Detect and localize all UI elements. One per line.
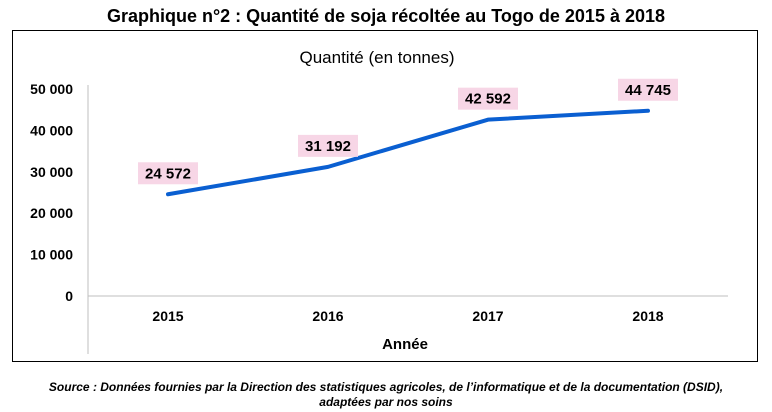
x-tick-label: 2016 xyxy=(312,308,343,324)
source-line-1: Source : Données fournies par la Directi… xyxy=(48,380,724,394)
data-label-text: 24 572 xyxy=(145,165,191,182)
series-line xyxy=(166,108,650,197)
y-tick-label: 0 xyxy=(65,288,73,304)
chart-title: Graphique n°2 : Quantité de soja récolté… xyxy=(106,6,666,26)
source-line-2: adaptées par nos soins xyxy=(319,395,453,409)
y-tick-label: 40 000 xyxy=(30,122,73,138)
series-name: Quantité (en tonnes) xyxy=(300,48,455,67)
x-tick-label: 2015 xyxy=(152,308,183,324)
data-label-text: 42 592 xyxy=(465,91,511,108)
y-tick-label: 30 000 xyxy=(30,164,73,180)
data-label: 44 745 xyxy=(618,78,678,101)
data-label-bg xyxy=(618,78,678,101)
chart-frame xyxy=(12,30,758,362)
data-label: 24 572 xyxy=(138,162,198,185)
data-label-bg xyxy=(458,87,518,110)
data-label: 31 192 xyxy=(298,134,358,157)
data-label-text: 31 192 xyxy=(305,138,351,155)
y-tick-label: 50 000 xyxy=(30,81,73,97)
y-tick-label: 20 000 xyxy=(30,205,73,221)
data-label: 42 592 xyxy=(458,87,518,110)
x-tick-label: 2017 xyxy=(472,308,503,324)
x-axis-label: Année xyxy=(382,336,428,353)
data-label-bg xyxy=(298,134,358,157)
data-label-bg xyxy=(138,162,198,185)
y-tick-label: 10 000 xyxy=(30,247,73,263)
data-label-text: 44 745 xyxy=(625,82,671,99)
x-tick-label: 2018 xyxy=(632,308,663,324)
source-note: Source : Données fournies par la Directi… xyxy=(0,380,772,410)
